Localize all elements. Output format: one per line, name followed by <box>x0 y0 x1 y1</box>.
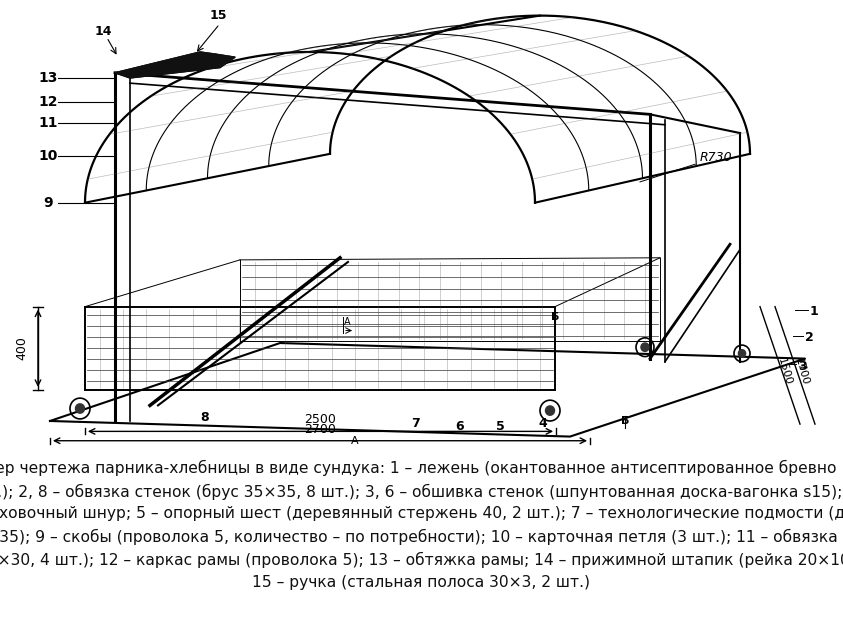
Text: 11: 11 <box>38 115 58 130</box>
Text: Б: Б <box>550 312 559 322</box>
Circle shape <box>545 406 555 415</box>
Text: 1: 1 <box>810 306 819 318</box>
Text: 7: 7 <box>411 417 419 430</box>
Text: 12: 12 <box>38 95 58 109</box>
Text: R730: R730 <box>700 152 733 164</box>
Text: 8: 8 <box>201 411 209 424</box>
Text: 6: 6 <box>456 420 464 432</box>
Text: 9: 9 <box>43 196 53 210</box>
Text: Пример чертежа парника-хлебницы в виде сундука: 1 – лежень (окантованное антисеп: Пример чертежа парника-хлебницы в виде с… <box>0 460 843 590</box>
Text: 13: 13 <box>38 71 57 85</box>
Text: Б: Б <box>620 416 629 426</box>
Circle shape <box>738 350 745 357</box>
Text: 4: 4 <box>539 417 547 430</box>
Text: 1700: 1700 <box>793 357 810 387</box>
Text: 1500: 1500 <box>776 358 793 387</box>
Text: A: A <box>344 317 351 327</box>
Text: 400: 400 <box>15 336 29 360</box>
Text: 2700: 2700 <box>304 422 336 436</box>
Text: A: A <box>352 436 359 446</box>
Text: 2500: 2500 <box>304 413 336 426</box>
Text: 5: 5 <box>496 420 504 432</box>
Text: 2: 2 <box>805 332 813 344</box>
Text: 14: 14 <box>94 25 112 37</box>
Text: 10: 10 <box>38 149 57 163</box>
Circle shape <box>76 404 84 413</box>
Text: 3: 3 <box>798 361 807 373</box>
Text: 15: 15 <box>209 9 227 22</box>
Polygon shape <box>115 52 235 78</box>
Circle shape <box>641 343 649 351</box>
